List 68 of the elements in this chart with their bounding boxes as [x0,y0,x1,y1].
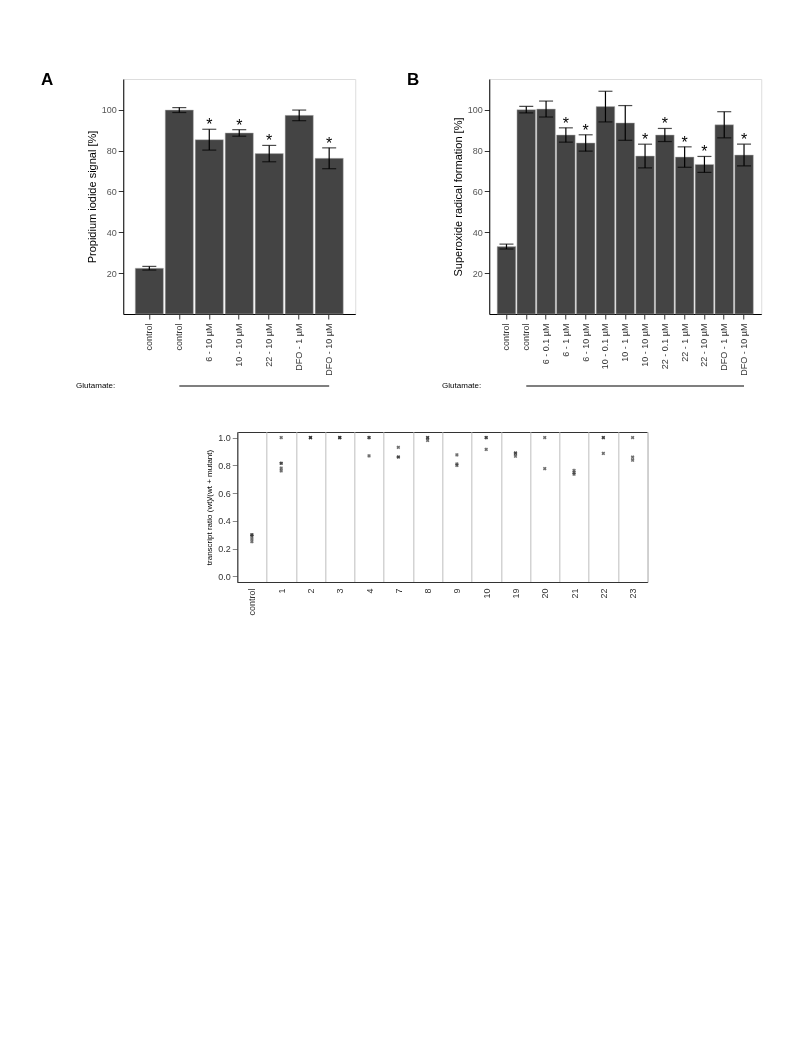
x-tick-label: control [144,323,155,351]
annotation: * [701,143,708,161]
annotation: * [266,132,273,150]
x-tick-label: 22 [598,588,609,599]
x-tick-label: 9 [452,588,463,594]
x-tick-label: 1 [276,588,287,594]
y-tick-label: 100 [101,105,117,116]
x-tick-label: 22 - 1 µM [679,323,690,362]
y-axis-title: transcript ratio (wt)/(wt + mutant) [205,449,215,566]
x-tick-label: DFO - 10 µM [324,323,335,376]
x-tick-label: control [521,323,532,351]
y-tick-label: 0.4 [218,516,231,527]
x-tick-label: 21 [569,588,580,599]
annotation: * [641,131,649,149]
x-tick-label: 6 - 1 µM [560,323,571,357]
x-tick-label: 22 - 0.1 µM [659,323,670,370]
y-axis-title: Superoxide radical formation [%] [451,117,464,277]
x-tick-label: 10 - 1 µM [620,323,631,362]
annotation: * [236,116,243,134]
annotation: * [562,114,569,132]
y-tick-label: 60 [106,186,117,197]
x-tick-label: DFO - 10 µM [739,323,750,376]
y-tick-label: 80 [106,146,117,157]
x-tick-label: 6 - 10 µM [580,323,591,362]
y-tick-label: 60 [472,186,483,197]
x-tick-label: 10 - 0.1 µM [600,323,611,370]
annotation: * [681,133,688,151]
x-tick-label: 7 [393,588,404,594]
y-tick-label: 40 [472,227,483,238]
y-tick-label: 0.0 [218,571,231,582]
x-tick-label: 4 [364,588,375,594]
y-tick-label: 0.6 [218,488,231,499]
x-tick-label: 8 [423,588,434,594]
annotation: * [326,134,333,152]
x-tick-label: 2 [305,588,316,594]
chart-title: A [41,70,54,89]
x-tick-label: control [174,323,185,351]
text: Glutamate: [76,381,116,390]
y-tick-label: 20 [106,268,117,279]
x-tick-label: control [247,588,258,616]
x-tick-label: DFO - 1 µM [294,323,305,371]
y-tick-label: 100 [467,105,483,116]
x-tick-label: 6 - 0.1 µM [541,323,552,365]
annotation: * [582,121,589,139]
annotation: * [740,131,748,149]
x-tick-label: 3 [335,588,346,594]
x-tick-label: 6 - 10 µM [204,323,215,362]
x-tick-label: 23 [628,588,639,599]
x-tick-label: DFO - 1 µM [719,323,730,371]
x-tick-label: control [501,323,512,351]
y-tick-label: 0.2 [218,544,231,555]
y-tick-label: 1.0 [218,433,231,444]
y-axis-title: Propidium iodide signal [%] [85,130,98,264]
y-tick-label: 40 [106,227,117,238]
y-tick-label: 80 [472,146,483,157]
x-tick-label: 20 [540,588,551,599]
chart-title: B [407,70,420,89]
y-tick-label: 0.8 [218,460,231,471]
x-tick-label: 19 [510,588,521,599]
x-tick-label: 10 [481,588,492,599]
text: Glutamate: [442,381,482,390]
annotation: * [661,115,668,133]
x-tick-label: 22 - 10 µM [264,323,275,367]
y-tick-label: 20 [472,268,483,279]
x-tick-label: 22 - 10 µM [699,323,710,367]
x-tick-label: 10 - 10 µM [640,323,651,367]
x-tick-label: 10 - 10 µM [234,323,245,367]
annotation: * [206,116,213,134]
